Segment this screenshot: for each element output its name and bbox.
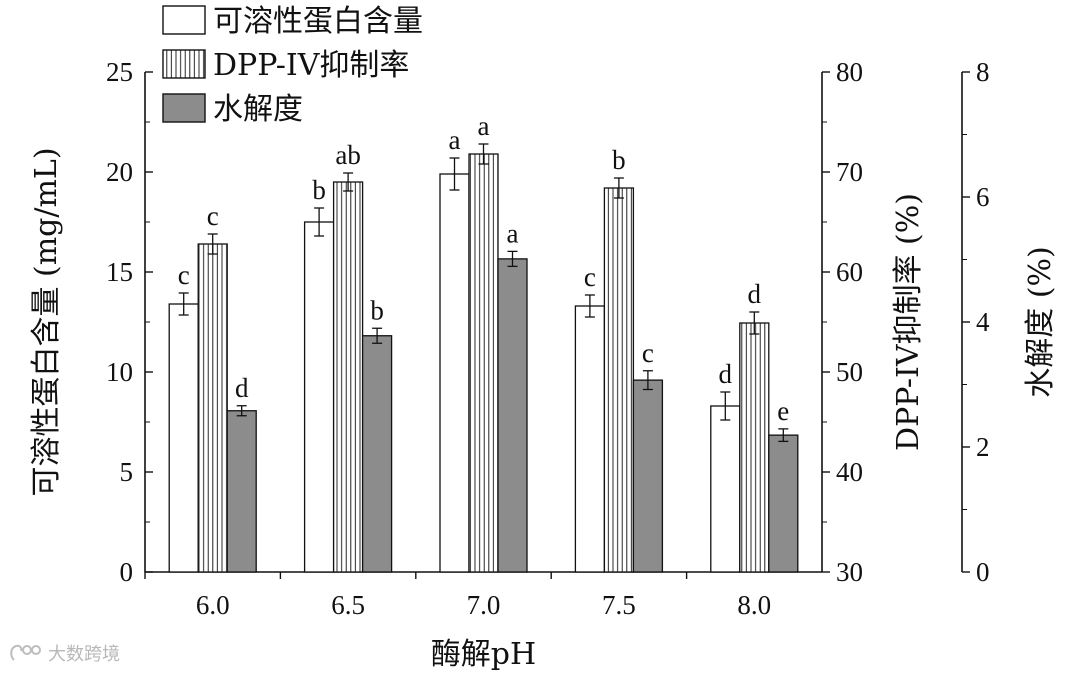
right2-tick-label: 0 (976, 557, 990, 587)
y-axis-label-right1: DPP-IV抑制率 (%) (891, 193, 926, 451)
bar-gray (226, 410, 257, 573)
watermark: 大数跨境 (8, 640, 120, 666)
watermark-text: 大数跨境 (48, 644, 120, 665)
bar-striped (739, 322, 770, 573)
significance-label: c (178, 260, 190, 290)
bar-white (710, 405, 741, 573)
left-tick-label: 10 (106, 357, 133, 387)
legend-swatch-striped (162, 49, 206, 79)
bar-gray (361, 335, 393, 573)
bar-gray (632, 379, 664, 573)
x-tick-label: 6.5 (331, 590, 365, 620)
legend-label: DPP-IV抑制率 (213, 48, 409, 83)
right1-tick-label: 60 (836, 257, 863, 287)
left-tick-label: 0 (120, 557, 134, 587)
x-tick-label: 7.5 (602, 590, 636, 620)
right2-tick-label: 8 (976, 57, 990, 87)
right1-tick-label: 30 (836, 557, 863, 587)
bar-striped (332, 181, 364, 573)
bar-gray (768, 434, 799, 573)
significance-label: d (235, 373, 249, 403)
right2-tick-label: 4 (976, 307, 990, 337)
bar-white (574, 305, 606, 573)
y-axis-label-right2: 水解度 (%) (1023, 246, 1058, 397)
x-tick-label: 7.0 (467, 590, 501, 620)
left-tick-label: 20 (106, 157, 133, 187)
significance-label: b (370, 295, 384, 325)
significance-label: b (612, 145, 626, 175)
right2-tick-label: 6 (976, 182, 990, 212)
right1-tick-label: 80 (836, 57, 863, 87)
right2-tick-label: 2 (976, 432, 990, 462)
x-tick-label: 8.0 (737, 590, 771, 620)
significance-label: c (642, 338, 654, 368)
significance-label: a (478, 111, 490, 141)
axes (144, 71, 970, 579)
bar-striped (603, 187, 635, 573)
bar-striped (197, 243, 228, 573)
legend-label: 可溶性蛋白含量 (213, 4, 423, 39)
bar-striped (468, 153, 499, 573)
significance-label: c (207, 201, 219, 231)
right1-tick-label: 50 (836, 357, 863, 387)
logo-icon (10, 644, 41, 661)
significance-label: d (748, 279, 762, 309)
bar-white (303, 221, 335, 573)
left-tick-label: 25 (106, 57, 133, 87)
x-tick-label: 6.0 (196, 590, 230, 620)
chart-text: 0510152025304050607080024686.0ccd6.5babb… (29, 57, 1058, 672)
right1-tick-label: 40 (836, 457, 863, 487)
significance-label: a (507, 218, 519, 248)
bar-gray (497, 258, 528, 573)
left-tick-label: 15 (106, 257, 133, 287)
significance-label: e (777, 396, 789, 426)
legend-label: 水解度 (213, 92, 303, 127)
significance-label: d (719, 359, 733, 389)
significance-label: ab (335, 140, 360, 170)
legend-swatch-white (162, 5, 206, 35)
bars (168, 143, 799, 573)
y-axis-label-left: 可溶性蛋白含量 (mg/mL) (29, 147, 64, 496)
significance-label: a (449, 125, 461, 155)
bar-white (168, 303, 199, 573)
x-axis-label: 酶解pH (431, 637, 536, 672)
significance-label: b (312, 175, 326, 205)
bar-white (439, 173, 470, 573)
significance-label: c (584, 262, 596, 292)
right1-tick-label: 70 (836, 157, 863, 187)
legend-swatch-gray (162, 93, 206, 123)
left-tick-label: 5 (120, 457, 134, 487)
